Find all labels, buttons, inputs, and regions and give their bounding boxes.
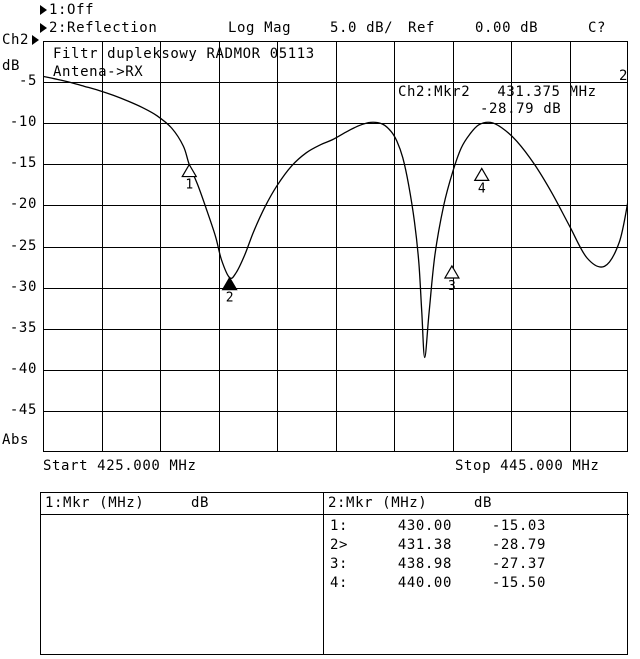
channel1-pointer-icon [40,5,47,15]
y-axis-tick-label: -15 [9,155,37,172]
marker-1-glyph[interactable]: 1 [181,163,198,193]
y-axis-tick-label: -5 [18,73,37,90]
marker-row-magnitude: -28.79 [491,537,546,553]
reference-label: Ref [408,20,436,36]
marker-table-channel2[interactable]: 2:Mkr (MHz) dB 1: 430.00 -15.03 2> 431.38 -28… [323,493,629,654]
active-marker-readout-line1: Ch2:Mkr2 431.375 MHz [398,84,597,100]
start-frequency-label[interactable]: Start 425.000 MHz [43,458,197,474]
stop-frequency-label[interactable]: Stop 445.000 MHz [455,458,600,474]
correction-status: C? [588,20,607,36]
marker-row-index: 1: [330,518,349,534]
marker-row-frequency: 440.00 [397,575,452,591]
marker-number-label: 4 [478,181,486,196]
absolute-mode-label: Abs [2,432,30,448]
graticule-border [43,41,628,452]
marker-4-glyph[interactable]: 4 [473,167,490,196]
grid-horizontal-lines [43,82,628,412]
marker-table-channel2-rows: 1: 430.00 -15.03 2> 431.38 -28.79 3: 438.98 -27.… [324,515,629,594]
plot-title-line1: Filtr dupleksowy RADMOR 05113 [53,46,315,62]
grid-vertical-lines [102,41,571,452]
marker-table-row[interactable]: 3: 438.98 -27.37 [324,556,629,575]
marker-row-index: 2> [330,537,349,553]
channel2-pointer-icon [40,23,47,33]
y-axis-tick-label: -40 [9,360,37,377]
scale-per-div-label[interactable]: 5.0 dB/ [330,20,394,36]
channel2-status-text: 2:Reflection [49,20,158,36]
plot-area[interactable]: 1 2 3 4 Filtr dupleksowy RADMOR 05113 Anten… [43,41,628,452]
marker-table-channel1-header: 1:Mkr (MHz) dB [41,493,323,515]
format-label[interactable]: Log Mag [228,20,292,36]
marker-table-channel2-header-db: dB [474,495,493,511]
y-axis-tick-label: -45 [9,401,37,418]
y-axis-tick-label: -30 [9,278,37,295]
marker-table-row[interactable]: 4: 440.00 -15.50 [324,575,629,594]
plot-title-line2: Antena->RX [53,64,144,80]
channel-label-text: Ch2 [2,32,30,48]
marker-row-magnitude: -15.50 [491,575,546,591]
marker-row-frequency: 430.00 [397,518,452,534]
marker-table-channel2-header: 2:Mkr (MHz) dB [324,493,629,515]
channel-pointer-icon [32,35,40,45]
marker-3-glyph[interactable]: 3 [443,264,460,294]
marker-number-label: 2 [226,291,234,306]
marker-row-magnitude: -15.03 [491,518,546,534]
reference-value[interactable]: 0.00 dB [475,20,539,36]
channel1-status[interactable]: 1:Off [40,2,94,18]
marker-table-channel1[interactable]: 1:Mkr (MHz) dB [41,493,323,654]
channel1-status-text: 1:Off [49,2,95,18]
y-axis-tick-label: -25 [9,237,37,254]
marker-2-glyph[interactable]: 2 [221,276,238,306]
marker-glyphs[interactable]: 1 2 3 4 [181,163,490,306]
marker-row-frequency: 438.98 [397,556,452,572]
marker-row-index: 3: [330,556,349,572]
y-axis-unit-label: dB [2,58,21,74]
channel2-status[interactable]: 2:Reflection [40,20,157,36]
marker-table-channel1-header-db: dB [191,495,210,511]
marker-number-label: 3 [448,279,456,294]
marker-table-channel1-header-name: 1:Mkr (MHz) [45,495,145,511]
marker-row-frequency: 431.38 [397,537,452,553]
trace-graticule: 1 2 3 4 [43,41,628,452]
marker-row-index: 4: [330,575,349,591]
marker-table-channel2-header-name: 2:Mkr (MHz) [328,495,428,511]
marker-table-channel1-rows [41,515,323,518]
y-axis-tick-label: -10 [9,114,37,131]
marker-tables: 1:Mkr (MHz) dB 2:Mkr (MHz) dB 1: 430.00 -1… [40,492,629,655]
marker-number-label: 1 [185,178,193,193]
y-axis-tick-label: -35 [9,319,37,336]
marker-table-row[interactable]: 2> 431.38 -28.79 [324,537,629,556]
active-marker-readout-line2: -28.79 dB [480,101,562,117]
channel-label: Ch2 [2,32,41,48]
marker-row-magnitude: -27.37 [491,556,546,572]
y-axis-ticks: -5 -10 -15 -20 -25 -30 -35 -40 -45 [0,41,41,452]
y-axis-tick-label: -20 [9,196,37,213]
trace-line [43,75,628,359]
trace-end-label: 2 [619,68,629,84]
marker-table-row[interactable]: 1: 430.00 -15.03 [324,518,629,537]
